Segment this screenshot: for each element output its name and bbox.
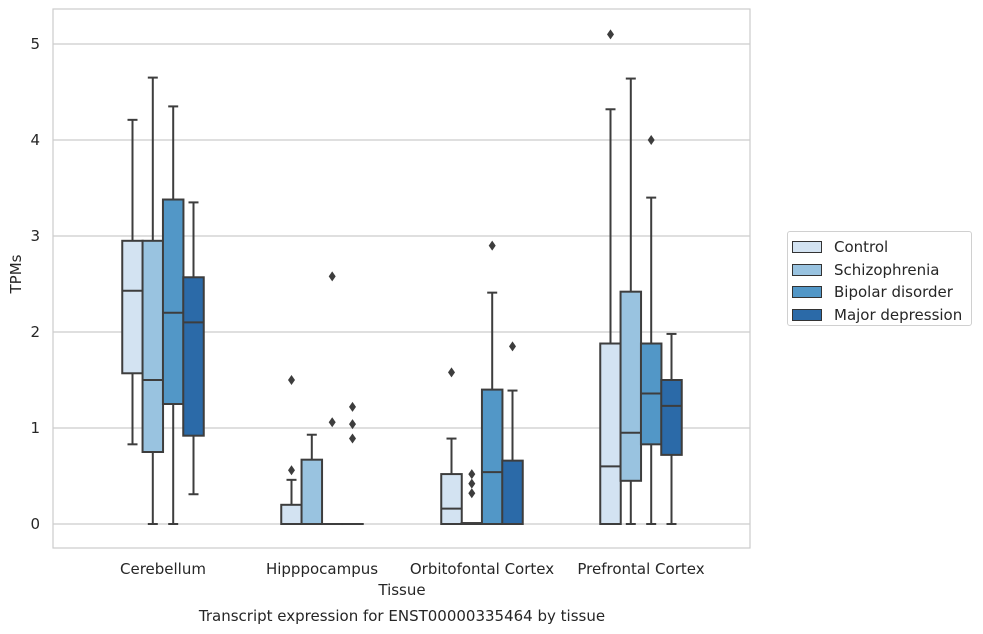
y-tick-label: 4 bbox=[30, 131, 40, 149]
outlier-point bbox=[509, 341, 516, 352]
box-iqr bbox=[619, 290, 643, 482]
box-iqr bbox=[440, 473, 463, 525]
box-iqr bbox=[141, 239, 165, 453]
box-3-0 bbox=[599, 29, 622, 525]
box-iqr bbox=[182, 276, 205, 437]
outlier-point bbox=[328, 271, 336, 282]
box-iqr bbox=[501, 459, 524, 526]
box-0-2 bbox=[161, 105, 185, 525]
x-tick-label: Cerebellum bbox=[120, 560, 206, 578]
box-1-1 bbox=[300, 433, 324, 525]
outlier-point bbox=[349, 433, 356, 444]
legend-label: Schizophrenia bbox=[834, 260, 940, 279]
y-tick-label: 3 bbox=[30, 227, 40, 245]
legend-swatch bbox=[792, 241, 822, 254]
x-axis-label: Tissue bbox=[377, 581, 425, 599]
box-2-3 bbox=[501, 341, 524, 526]
x-tick-label: Hipppocampus bbox=[266, 560, 378, 578]
outlier-point bbox=[349, 419, 356, 430]
outlier-point bbox=[448, 367, 455, 378]
x-tick-label: Orbitofontal Cortex bbox=[410, 560, 554, 578]
box-3-2 bbox=[639, 135, 663, 525]
legend-swatch bbox=[792, 263, 822, 276]
y-axis-label: TPMs bbox=[7, 254, 25, 294]
box-0-0 bbox=[121, 118, 144, 446]
box-2-2 bbox=[480, 240, 504, 525]
outlier-point bbox=[328, 417, 336, 428]
outlier-point bbox=[468, 478, 476, 489]
box-1-3 bbox=[341, 401, 364, 526]
outlier-point bbox=[288, 465, 295, 476]
box-iqr bbox=[280, 503, 303, 525]
box-iqr bbox=[300, 458, 324, 525]
y-tick-label: 1 bbox=[30, 419, 40, 437]
box-series bbox=[121, 29, 683, 526]
legend-label: Control bbox=[834, 238, 889, 257]
outlier-point bbox=[607, 29, 614, 40]
outlier-point bbox=[647, 135, 655, 145]
x-tick-labels: Cerebellum Hipppocampus Orbitofontal Corte… bbox=[120, 560, 705, 578]
outlier-point bbox=[488, 240, 496, 251]
outlier-point bbox=[349, 401, 356, 412]
box-iqr bbox=[660, 379, 683, 456]
y-tick-labels: 0 1 2 3 4 5 bbox=[30, 35, 40, 533]
legend-label: Major depression bbox=[834, 305, 963, 324]
box-iqr bbox=[121, 239, 144, 375]
box-0-3 bbox=[182, 201, 205, 496]
box-3-3 bbox=[660, 332, 683, 525]
outlier-point bbox=[288, 375, 295, 385]
legend-label: Bipolar disorder bbox=[834, 283, 953, 302]
legend-item: Major depression bbox=[792, 304, 971, 327]
y-tick-label: 5 bbox=[30, 35, 40, 53]
legend-swatch bbox=[792, 286, 822, 299]
box-2-0 bbox=[440, 367, 463, 525]
box-2-1 bbox=[460, 469, 484, 525]
chart-title: Transcript expression for ENST0000033546… bbox=[198, 607, 605, 625]
box-iqr bbox=[599, 342, 622, 525]
box-iqr bbox=[480, 388, 504, 525]
legend-swatch bbox=[792, 308, 822, 321]
x-tick-label: Prefrontal Cortex bbox=[577, 560, 704, 578]
legend-item: Bipolar disorder bbox=[792, 281, 971, 304]
outlier-point bbox=[468, 469, 476, 480]
legend: Control Schizophrenia Bipolar disorder Majo… bbox=[787, 231, 972, 326]
legend-item: Control bbox=[792, 236, 971, 259]
legend-item: Schizophrenia bbox=[792, 259, 971, 282]
y-tick-label: 2 bbox=[30, 323, 40, 341]
y-tick-label: 0 bbox=[30, 515, 40, 533]
box-iqr bbox=[161, 198, 185, 405]
outlier-point bbox=[468, 488, 476, 499]
